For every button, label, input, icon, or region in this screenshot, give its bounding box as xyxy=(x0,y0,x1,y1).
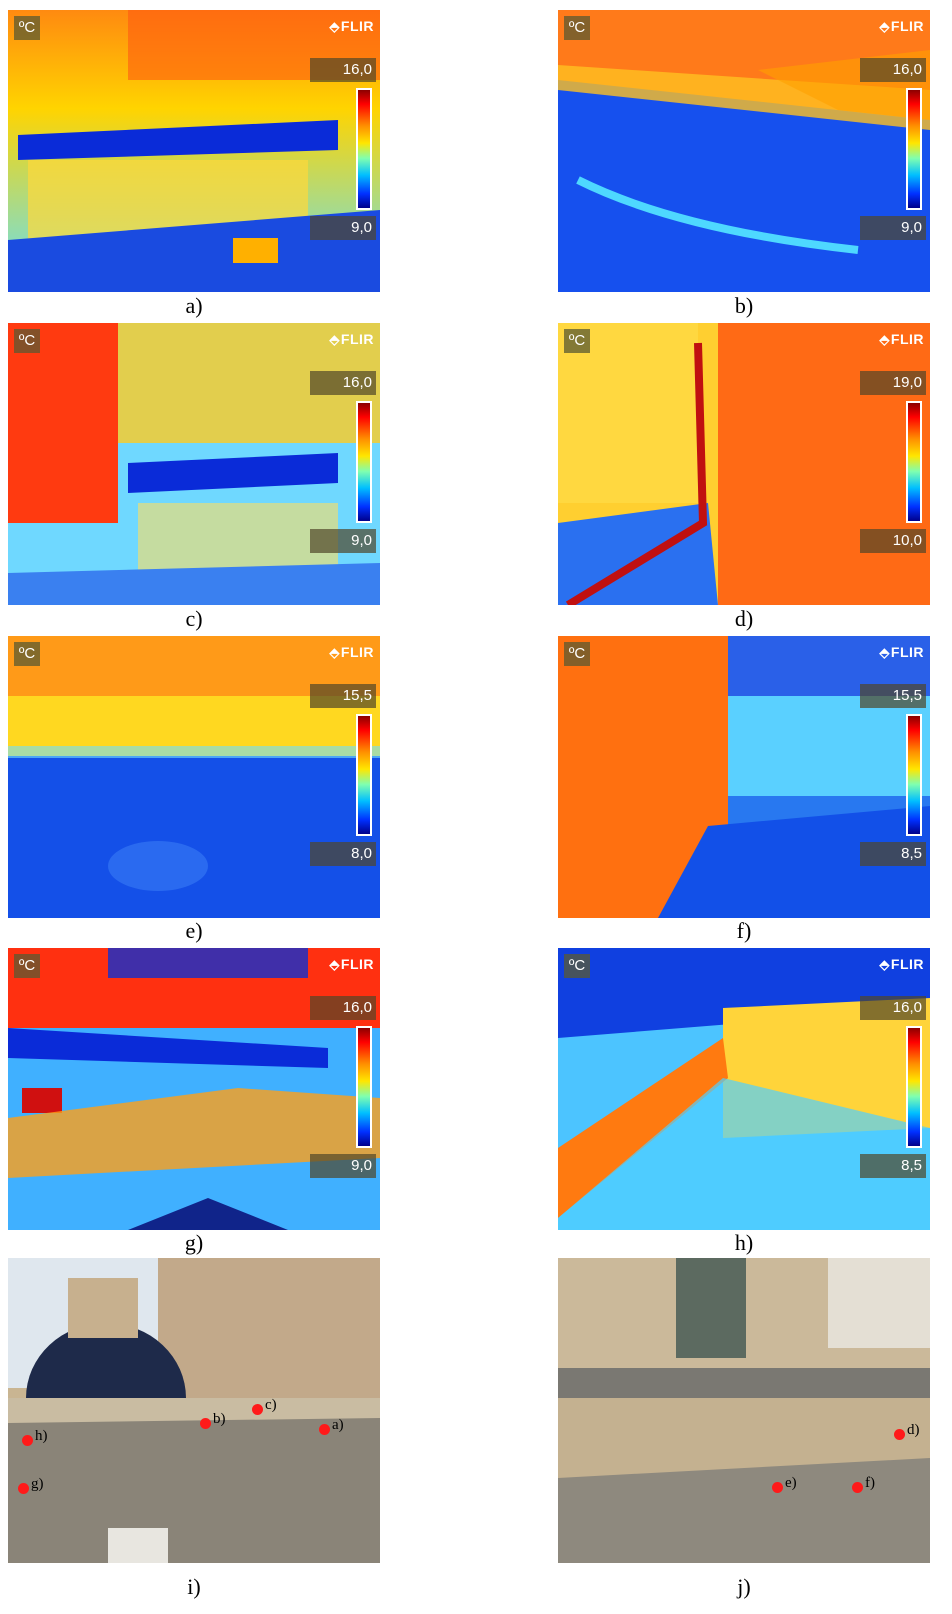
marker-f xyxy=(852,1482,863,1493)
marker-g xyxy=(18,1483,29,1494)
scale-max: 19,0 xyxy=(860,371,926,395)
flir-icon: ⬘ xyxy=(879,645,890,660)
thermogram-d: ºC ⬘FLIR 19,0 10,0 xyxy=(558,323,930,605)
marker-label: a) xyxy=(332,1417,344,1433)
marker-label: f) xyxy=(865,1475,875,1491)
marker-d xyxy=(894,1429,905,1440)
roof-photo-i xyxy=(8,1258,380,1563)
scale-min: 9,0 xyxy=(310,216,376,240)
marker-label: b) xyxy=(213,1411,226,1427)
caption-a: a) xyxy=(185,293,203,318)
flir-logo: ⬘FLIR xyxy=(879,956,924,972)
scale-min: 9,0 xyxy=(310,529,376,553)
photo-j: d) e) f) xyxy=(558,1258,930,1563)
color-scale-bar xyxy=(356,714,372,836)
marker-c xyxy=(252,1404,263,1415)
caption-f: f) xyxy=(736,918,752,943)
caption-g: g) xyxy=(184,1230,204,1255)
scale-min: 9,0 xyxy=(860,216,926,240)
flir-icon: ⬘ xyxy=(879,332,890,347)
thermogram-f: ºC ⬘FLIR 15,5 8,5 xyxy=(558,636,930,918)
flir-icon: ⬘ xyxy=(879,19,890,34)
thermogram-b: ºC ⬘FLIR 16,0 9,0 xyxy=(558,10,930,292)
scale-max: 16,0 xyxy=(860,996,926,1020)
scale-min: 8,5 xyxy=(860,1154,926,1178)
scale-max: 15,5 xyxy=(310,684,376,708)
unit-label: ºC xyxy=(564,16,590,40)
scale-max: 16,0 xyxy=(310,996,376,1020)
flir-icon: ⬘ xyxy=(329,645,340,660)
marker-label: e) xyxy=(785,1475,797,1491)
scale-min: 10,0 xyxy=(860,529,926,553)
marker-label: g) xyxy=(31,1476,44,1492)
scale-min: 8,0 xyxy=(310,842,376,866)
thermal-image-f xyxy=(558,636,930,918)
thermal-image-b xyxy=(558,10,930,292)
color-scale-bar xyxy=(906,88,922,210)
flir-logo: ⬘FLIR xyxy=(879,18,924,34)
marker-b xyxy=(200,1418,211,1429)
flir-icon: ⬘ xyxy=(879,957,890,972)
flir-logo: ⬘FLIR xyxy=(329,956,374,972)
unit-label: ºC xyxy=(564,642,590,666)
thermogram-g: ºC ⬘FLIR 16,0 9,0 xyxy=(8,948,380,1230)
marker-label: d) xyxy=(907,1422,920,1438)
marker-a xyxy=(319,1424,330,1435)
photo-i: b) c) a) h) g) xyxy=(8,1258,380,1563)
marker-e xyxy=(772,1482,783,1493)
thermal-image-d xyxy=(558,323,930,605)
unit-label: ºC xyxy=(564,329,590,353)
unit-label: ºC xyxy=(14,329,40,353)
thermal-image-a xyxy=(8,10,380,292)
unit-label: ºC xyxy=(14,954,40,978)
thermogram-a: ºC ⬘FLIR 16,0 9,0 xyxy=(8,10,380,292)
marker-label: c) xyxy=(265,1397,277,1413)
unit-label: ºC xyxy=(564,954,590,978)
flir-icon: ⬘ xyxy=(329,332,340,347)
caption-c: c) xyxy=(185,606,203,631)
roof-photo-j xyxy=(558,1258,930,1563)
thermal-image-g xyxy=(8,948,380,1230)
caption-i: i) xyxy=(187,1574,201,1599)
thermal-image-c xyxy=(8,323,380,605)
color-scale-bar xyxy=(906,714,922,836)
unit-label: ºC xyxy=(14,16,40,40)
thermogram-c: ºC ⬘FLIR 16,0 9,0 xyxy=(8,323,380,605)
color-scale-bar xyxy=(356,88,372,210)
thermogram-e: ºC ⬘FLIR 15,5 8,0 xyxy=(8,636,380,918)
color-scale-bar xyxy=(906,401,922,523)
flir-logo: ⬘FLIR xyxy=(329,18,374,34)
scale-min: 8,5 xyxy=(860,842,926,866)
flir-logo: ⬘FLIR xyxy=(329,331,374,347)
color-scale-bar xyxy=(356,401,372,523)
thermal-image-h xyxy=(558,948,930,1230)
thermogram-h: ºC ⬘FLIR 16,0 8,5 xyxy=(558,948,930,1230)
scale-max: 16,0 xyxy=(310,371,376,395)
color-scale-bar xyxy=(356,1026,372,1148)
marker-label: h) xyxy=(35,1428,48,1444)
unit-label: ºC xyxy=(14,642,40,666)
caption-d: d) xyxy=(734,606,754,631)
flir-logo: ⬘FLIR xyxy=(329,644,374,660)
flir-logo: ⬘FLIR xyxy=(879,644,924,660)
scale-min: 9,0 xyxy=(310,1154,376,1178)
scale-max: 15,5 xyxy=(860,684,926,708)
scale-max: 16,0 xyxy=(860,58,926,82)
flir-logo: ⬘FLIR xyxy=(879,331,924,347)
caption-j: j) xyxy=(737,1574,751,1599)
flir-icon: ⬘ xyxy=(329,957,340,972)
caption-b: b) xyxy=(734,293,754,318)
color-scale-bar xyxy=(906,1026,922,1148)
caption-h: h) xyxy=(734,1230,754,1255)
flir-icon: ⬘ xyxy=(329,19,340,34)
thermal-image-e xyxy=(8,636,380,918)
scale-max: 16,0 xyxy=(310,58,376,82)
caption-e: e) xyxy=(185,918,203,943)
marker-h xyxy=(22,1435,33,1446)
